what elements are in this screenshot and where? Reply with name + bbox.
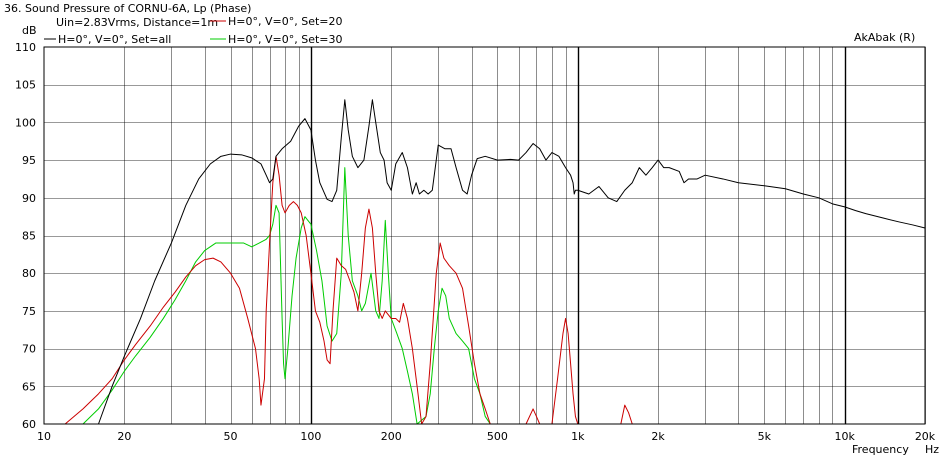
legend-header: Uin=2.83Vrms, Distance=1m (56, 16, 218, 29)
y-tick-label: 65 (22, 380, 36, 393)
y-tick-label: 70 (22, 343, 36, 356)
y-axis-label: dB (22, 24, 37, 37)
y-tick-labels: 60 65 70 75 80 85 90 95 100 105 110 (15, 41, 36, 431)
x-tick-label: 1k (571, 430, 585, 443)
series-line-2 (82, 167, 925, 425)
x-tick-label: 10 (37, 430, 51, 443)
x-axis-label: Frequency (852, 443, 909, 456)
x-tick-label: 500 (487, 430, 508, 443)
x-axis-unit: Hz (925, 443, 939, 456)
chart-title: 36. Sound Pressure of CORNU-6A, Lp (Phas… (4, 2, 251, 15)
plot-frame (43, 46, 926, 425)
series-layer (64, 99, 926, 425)
x-tick-label: 2k (651, 430, 665, 443)
y-tick-label: 75 (22, 305, 36, 318)
y-tick-label: 60 (22, 418, 36, 431)
grid (44, 47, 926, 424)
y-tick-label: 90 (22, 192, 36, 205)
x-tick-label: 200 (381, 430, 402, 443)
y-tick-label: 85 (22, 230, 36, 243)
x-tick-labels: 10 20 50 100 200 500 1k 2k 5k 10k 20k (37, 430, 936, 443)
legend-entry-0: H=0°, V=0°, Set=all (44, 33, 171, 46)
legend-label-0: H=0°, V=0°, Set=all (58, 33, 171, 46)
legend-entry-2: H=0°, V=0°, Set=30 (210, 33, 343, 46)
x-tick-label: 50 (224, 430, 238, 443)
legend-label-2: H=0°, V=0°, Set=30 (228, 33, 343, 46)
legend-entry-1: H=0°, V=0°, Set=20 (210, 15, 343, 28)
y-tick-label: 80 (22, 267, 36, 280)
x-tick-label: 5k (758, 430, 772, 443)
legend-label-1: H=0°, V=0°, Set=20 (228, 15, 343, 28)
x-tick-label: 20k (915, 430, 936, 443)
y-tick-label: 105 (15, 79, 36, 92)
series-line-0 (98, 99, 926, 425)
y-tick-label: 100 (15, 116, 36, 129)
x-tick-label: 10k (834, 430, 855, 443)
y-tick-label: 95 (22, 154, 36, 167)
x-tick-label: 20 (117, 430, 131, 443)
x-tick-label: 100 (300, 430, 321, 443)
y-tick-label: 110 (15, 41, 36, 54)
series-line-1 (64, 155, 925, 425)
watermark: AkAbak (R) (854, 31, 915, 44)
legend: H=0°, V=0°, Set=all H=0°, V=0°, Set=20 H… (44, 15, 343, 46)
